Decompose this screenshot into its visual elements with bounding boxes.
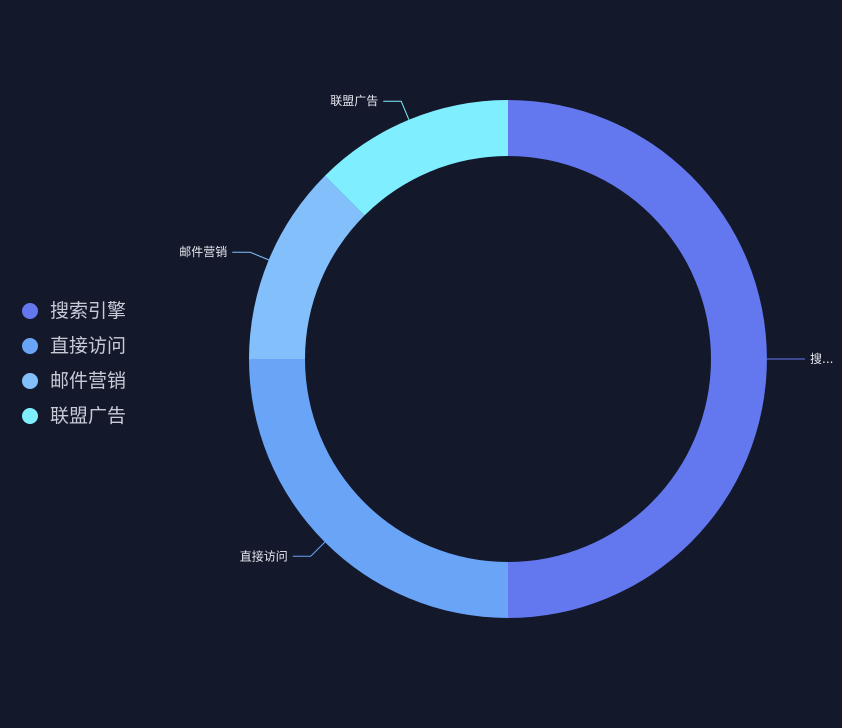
legend-dot: [22, 372, 38, 389]
legend-dot: [22, 337, 38, 354]
legend-dot: [22, 407, 38, 424]
legend-item-4[interactable]: 联盟广告: [22, 398, 202, 433]
slice-label-2: 直接访问: [240, 548, 288, 563]
donut-slice-3[interactable]: [249, 175, 365, 359]
legend-label: 邮件营销: [50, 369, 127, 392]
label-line-3: [232, 251, 269, 261]
donut-slice-2[interactable]: [249, 359, 508, 618]
slice-label-1: 搜...: [810, 351, 833, 366]
legend-item-3[interactable]: 邮件营销: [22, 363, 202, 398]
slice-label-3: 邮件营销: [179, 245, 227, 259]
label-line-4: [383, 100, 410, 120]
legend-dot: [22, 302, 38, 319]
legend-label: 搜索引擎: [50, 299, 127, 322]
legend-label: 直接访问: [50, 334, 127, 357]
legend-item-1[interactable]: 搜索引擎: [22, 293, 202, 328]
chart-legend: 搜索引擎直接访问邮件营销联盟广告: [22, 293, 202, 433]
slice-label-4: 联盟广告: [330, 94, 378, 108]
donut-slice-4[interactable]: [324, 100, 508, 216]
legend-item-2[interactable]: 直接访问: [22, 328, 202, 363]
donut-slice-1[interactable]: [508, 100, 767, 618]
legend-label: 联盟广告: [50, 404, 127, 427]
label-line-2: [292, 541, 326, 557]
